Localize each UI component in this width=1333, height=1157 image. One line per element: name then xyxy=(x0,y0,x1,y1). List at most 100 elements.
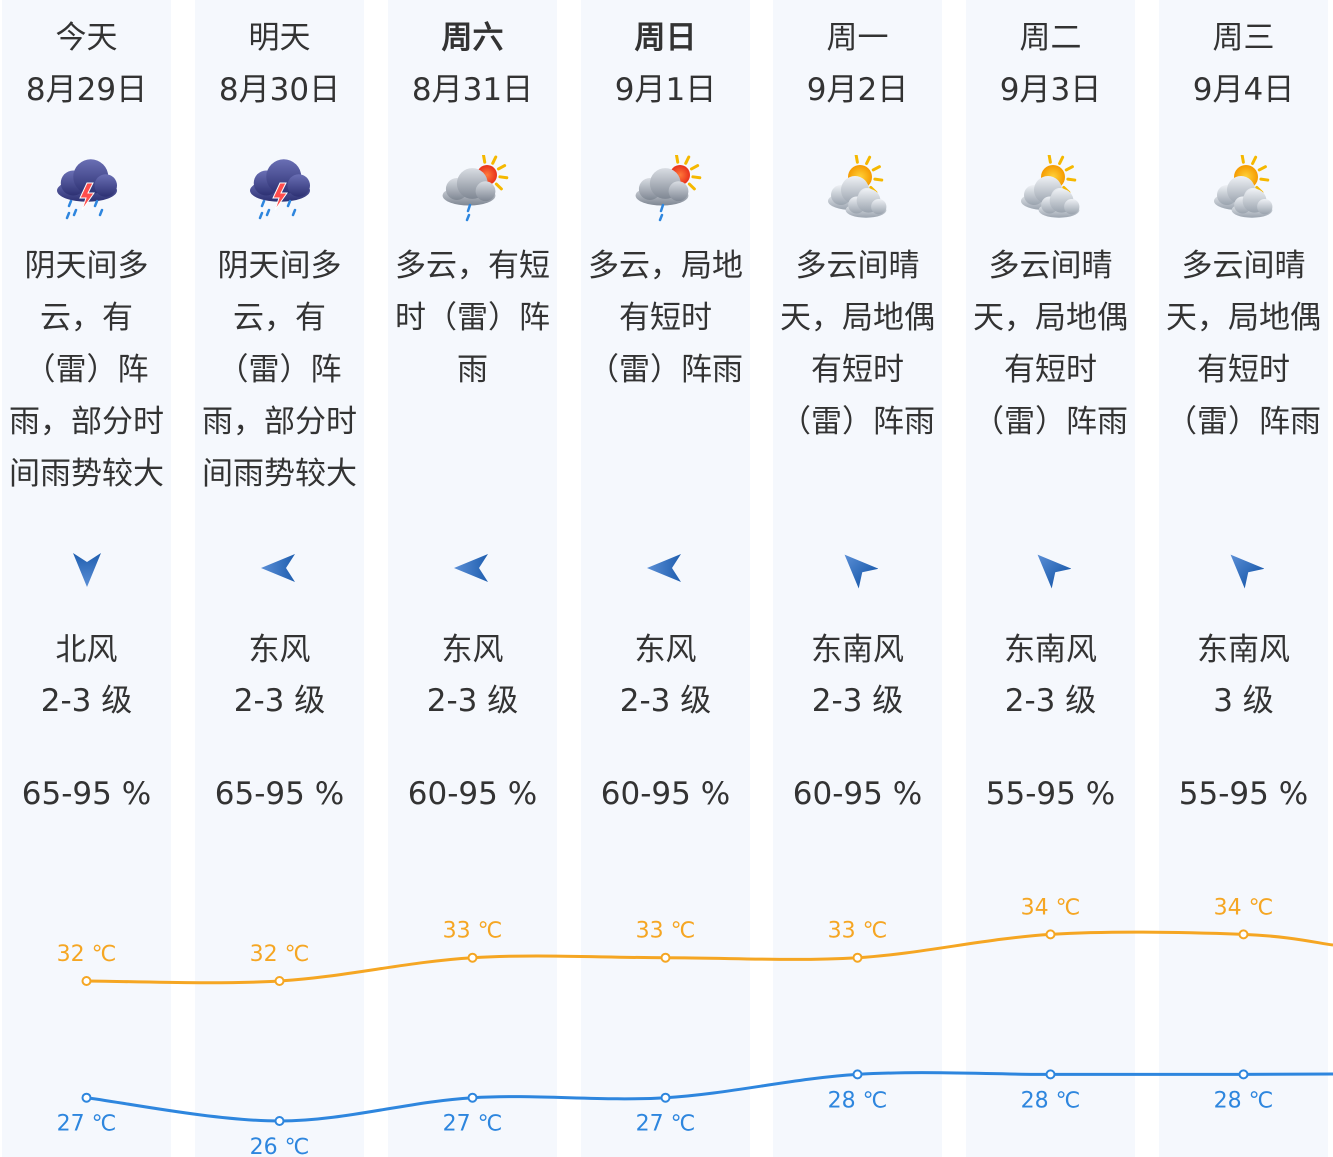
low-temperature-label: 27 ℃ xyxy=(443,1112,503,1137)
weather-description-line: 有短时 xyxy=(1197,352,1290,388)
weather-description-line: （雷）阵 xyxy=(217,352,342,388)
wind-direction-arrow-icon xyxy=(1037,554,1071,589)
thunderstorm-icon xyxy=(249,159,310,220)
low-temperature-label: 28 ℃ xyxy=(828,1088,888,1113)
humidity: 60-95 % xyxy=(792,776,923,812)
high-temperature-point xyxy=(1045,929,1056,940)
wind-info: 北风 2-3 级 xyxy=(2,625,171,727)
wind-direction-arrow-icon xyxy=(1230,554,1264,589)
weather-description-line: 多云间晴 xyxy=(988,248,1113,284)
weather-description-line: 云，有 xyxy=(233,300,326,336)
weather-description-line: （雷）阵雨 xyxy=(973,404,1128,440)
day-date: 9月4日 xyxy=(1192,72,1295,108)
partly-sunny-icon xyxy=(827,155,886,218)
low-temperature-label: 27 ℃ xyxy=(636,1112,696,1137)
weather-description-line: 天，局地偶 xyxy=(1166,300,1321,336)
wind-info: 东风 2-3 级 xyxy=(388,625,557,727)
high-temperature-point xyxy=(81,976,92,986)
humidity: 60-95 % xyxy=(600,776,731,812)
high-temperature-label: 33 ℃ xyxy=(828,919,888,944)
weather-description-line: 雨，部分时 xyxy=(202,404,357,440)
wind-direction: 东风 xyxy=(634,632,697,668)
humidity: 55-95 % xyxy=(985,776,1116,812)
high-temperature-label: 32 ℃ xyxy=(57,942,117,967)
high-temperature-point xyxy=(1238,929,1249,940)
weather-description-line: （雷）阵雨 xyxy=(1166,404,1321,440)
day-name: 明天 xyxy=(248,20,311,56)
weather-description-line: 多云间晴 xyxy=(795,248,920,284)
partly-cloudy-shower-icon xyxy=(635,155,701,222)
wind-direction-arrow-icon xyxy=(646,554,681,582)
wind-direction-arrow-icon xyxy=(260,554,295,582)
weather-description-line: 有短时 xyxy=(1004,352,1097,388)
weather-description-line: 雨，部分时 xyxy=(9,404,164,440)
low-temperature-point xyxy=(81,1092,92,1103)
low-temperature-point xyxy=(852,1069,863,1080)
humidity: 65-95 % xyxy=(21,776,152,812)
day-name: 周三 xyxy=(1212,20,1275,56)
forecast-day-column: 周日 9月1日 多云，局地 有短时 （雷）阵雨 东风 2-3 级 60-95 % xyxy=(581,0,750,1157)
day-date: 8月31日 xyxy=(411,72,534,108)
low-temperature-point xyxy=(467,1092,478,1103)
weather-description: 多云间晴天，局地偶有短时 （雷）阵雨 xyxy=(966,240,1135,448)
wind-level: 2-3 级 xyxy=(233,683,326,719)
day-name: 周二 xyxy=(1019,20,1082,56)
low-temperature-point xyxy=(660,1092,671,1103)
weather-description-line: 雨 xyxy=(457,352,488,388)
low-temperature-line xyxy=(86,1071,1333,1123)
partly-sunny-icon xyxy=(1213,155,1272,218)
day-date: 8月29日 xyxy=(25,72,148,108)
high-temperature-label: 34 ℃ xyxy=(1021,895,1081,920)
high-temperature-label: 33 ℃ xyxy=(443,919,503,944)
low-temperature-label: 28 ℃ xyxy=(1021,1088,1081,1113)
weather-description-line: （雷）阵 xyxy=(24,352,149,388)
wind-direction: 北风 xyxy=(55,632,118,668)
weather-description: 多云间晴天，局地偶有短时 （雷）阵雨 xyxy=(1159,240,1328,448)
weather-description-line: 间雨势较大 xyxy=(202,456,357,492)
low-temperature-label: 27 ℃ xyxy=(57,1112,117,1137)
day-name: 今天 xyxy=(55,20,118,56)
wind-level: 2-3 级 xyxy=(1004,683,1097,719)
weather-description-line: 天，局地偶 xyxy=(780,300,935,336)
low-temperature-point xyxy=(1238,1069,1249,1080)
wind-direction-arrow-icon xyxy=(453,554,488,582)
forecast-day-column: 明天 8月30日 阴天间多 云，有 （雷）阵 雨，部分时 间雨势较大 东风 2-3 级 65-95… xyxy=(195,0,364,1157)
day-name: 周一 xyxy=(826,20,889,56)
weather-description-line: （雷）阵雨 xyxy=(588,352,743,388)
low-temperature-label: 28 ℃ xyxy=(1214,1088,1274,1113)
forecast-day-column: 周一 9月2日多云间晴天，局地偶有短时 （雷）阵雨东南风 2-3 级 60-95 % xyxy=(773,0,942,1157)
day-name: 周六 xyxy=(441,20,504,56)
weather-description-line: 阴天间多 xyxy=(24,248,149,284)
weather-description: 多云，局地 有短时 （雷）阵雨 xyxy=(581,240,750,396)
wind-direction: 东南风 xyxy=(811,632,904,668)
high-temperature-point xyxy=(274,976,285,986)
weather-description: 阴天间多 云，有 （雷）阵 雨，部分时 间雨势较大 xyxy=(2,240,171,500)
wind-level: 2-3 级 xyxy=(426,683,519,719)
weather-description-line: 阴天间多 xyxy=(217,248,342,284)
thunderstorm-icon xyxy=(56,159,117,220)
weather-description-line: 多云间晴 xyxy=(1181,248,1306,284)
low-temperature-label: 26 ℃ xyxy=(250,1135,310,1157)
wind-direction-arrow-icon xyxy=(72,553,101,587)
day-name: 周日 xyxy=(634,20,697,56)
humidity: 65-95 % xyxy=(214,776,345,812)
forecast-day-column: 周三 9月4日 多云间晴 天，局地偶 有短时 （雷）阵雨 东南风 3 级 55-95 % xyxy=(1159,0,1328,1157)
partly-sunny-icon xyxy=(1020,155,1079,218)
wind-level: 3 级 xyxy=(1213,683,1274,719)
weather-description-line: 多云，有短 xyxy=(395,248,550,284)
weather-description-line: （雷）阵雨 xyxy=(780,404,935,440)
low-temperature-point xyxy=(274,1116,285,1126)
wind-direction: 东风 xyxy=(248,632,311,668)
partly-cloudy-shower-icon xyxy=(442,155,508,222)
day-date: 9月2日 xyxy=(806,72,909,108)
weather-description: 多云，有短时（雷）阵雨 xyxy=(388,240,557,396)
wind-level: 2-3 级 xyxy=(811,683,904,719)
high-temperature-label: 33 ℃ xyxy=(636,919,696,944)
weather-description-line: 天，局地偶 xyxy=(973,300,1128,336)
weather-description: 多云间晴天，局地偶有短时 （雷）阵雨 xyxy=(773,240,942,448)
wind-direction-arrow-icon xyxy=(844,554,878,589)
weather-description-line: 有短时 xyxy=(811,352,904,388)
humidity: 60-95 % xyxy=(407,776,538,812)
weather-description-line: 时（雷）阵 xyxy=(395,300,550,336)
forecast-day-column: 周二 9月3日 多云间晴 天，局地偶 有短时 （雷）阵雨 东南风 2-3 级 55-95 % xyxy=(966,0,1135,1157)
